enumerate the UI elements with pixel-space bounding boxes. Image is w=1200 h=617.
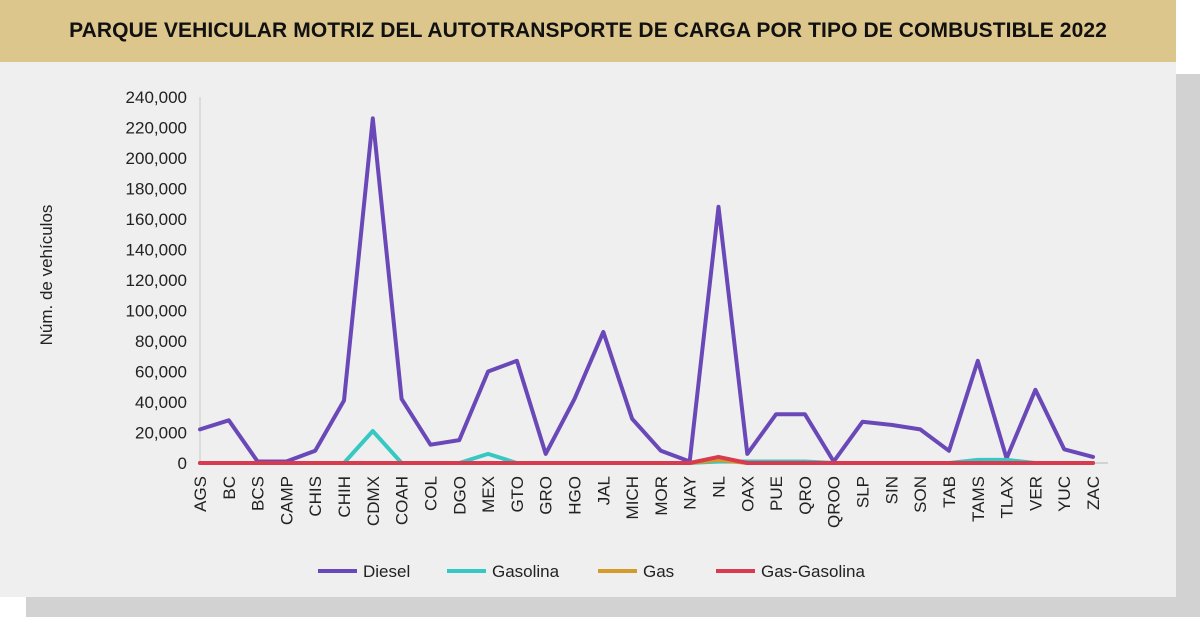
y-tick-label: 20,000 [135, 424, 187, 443]
x-tick-label: JAL [594, 476, 613, 505]
x-tick-label: QROO [825, 476, 844, 528]
x-tick-label: SLP [854, 476, 873, 508]
y-tick-label: 160,000 [126, 210, 187, 229]
x-tick-label: MEX [479, 476, 498, 513]
chart-title: PARQUE VEHICULAR MOTRIZ DEL AUTOTRANSPOR… [69, 19, 1107, 42]
y-tick-label: 80,000 [135, 332, 187, 351]
x-tick-label: YUC [1055, 476, 1074, 512]
x-tick-label: NAY [681, 476, 700, 510]
legend-label-diesel: Diesel [363, 562, 410, 581]
x-tick-label: COL [421, 476, 440, 511]
x-tick-label: BCS [249, 476, 268, 511]
x-tick-label: SIN [882, 476, 901, 504]
legend-label-gas-gasolina: Gas-Gasolina [761, 562, 865, 581]
y-tick-label: 40,000 [135, 393, 187, 412]
x-tick-label: BC [220, 476, 239, 500]
x-tick-label: CAMP [277, 476, 296, 525]
x-tick-label: CHIS [306, 476, 325, 517]
x-tick-label: CHIH [335, 476, 354, 518]
y-axis: 0 20,000 40,000 60,000 80,000 100,000 120,000 1… [126, 88, 201, 473]
legend-label-gas: Gas [643, 562, 674, 581]
x-tick-label: GTO [508, 476, 527, 513]
x-tick-label: TAB [940, 476, 959, 508]
series-line-diesel [198, 116, 1095, 464]
x-tick-label: SON [911, 476, 930, 513]
x-tick-label: GRO [537, 476, 556, 515]
y-tick-label: 180,000 [126, 180, 187, 199]
legend-label-gasolina: Gasolina [492, 562, 560, 581]
x-tick-label: MICH [623, 476, 642, 519]
x-tick-label: CDMX [364, 476, 383, 526]
y-axis-label: Núm. de vehículos [37, 205, 56, 346]
x-tick-label: MOR [652, 476, 671, 516]
y-tick-label: 120,000 [126, 271, 187, 290]
y-tick-label: 200,000 [126, 149, 187, 168]
y-tick-label: 100,000 [126, 302, 187, 321]
x-tick-label: NL [710, 476, 729, 498]
x-tick-label: HGO [565, 476, 584, 515]
x-tick-label: DGO [450, 476, 469, 515]
x-tick-label: COAH [393, 476, 412, 525]
x-tick-label: TAMS [969, 476, 988, 522]
x-axis: AGS BC BCS CAMP CHIS CHIH CDMX COAH COL DGO MEX GTO… [191, 462, 1108, 528]
series-lines [198, 116, 1095, 465]
legend: Diesel Gasolina Gas Gas-Gasolina [318, 562, 865, 581]
chart-card: PARQUE VEHICULAR MOTRIZ DEL AUTOTRANSPOR… [0, 0, 1176, 597]
y-tick-label: 0 [178, 454, 187, 473]
x-tick-label: PUE [767, 476, 786, 511]
y-tick-label: 220,000 [126, 119, 187, 138]
y-tick-label: 60,000 [135, 363, 187, 382]
title-bar: PARQUE VEHICULAR MOTRIZ DEL AUTOTRANSPOR… [0, 0, 1176, 62]
x-tick-label: QRO [796, 476, 815, 515]
x-tick-label: ZAC [1084, 476, 1103, 510]
x-tick-label: VER [1026, 476, 1045, 511]
x-tick-label: TLAX [998, 476, 1017, 519]
x-tick-label: AGS [191, 476, 210, 512]
y-tick-label: 240,000 [126, 88, 187, 107]
x-tick-label: OAX [738, 476, 757, 512]
y-tick-label: 140,000 [126, 241, 187, 260]
series-line-gas-gasolina [198, 454, 1095, 465]
